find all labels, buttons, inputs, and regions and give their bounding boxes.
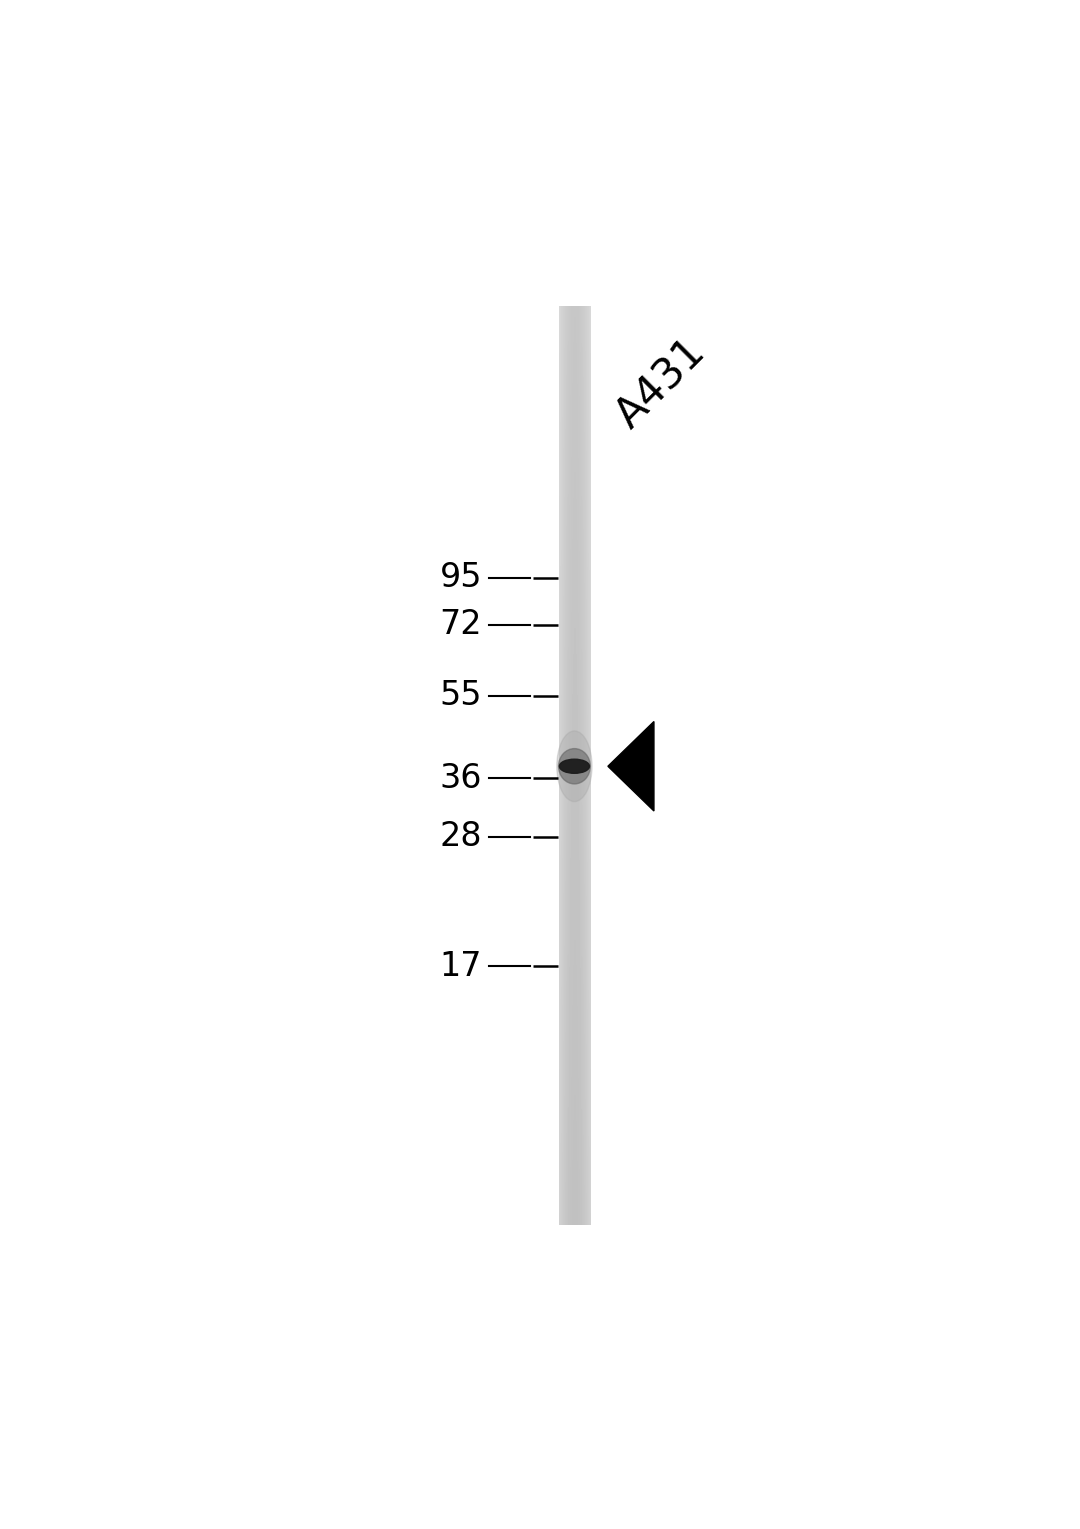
- Polygon shape: [608, 722, 653, 810]
- Text: 55: 55: [440, 679, 483, 713]
- Text: 95: 95: [440, 561, 483, 595]
- Text: 17: 17: [440, 950, 483, 983]
- Text: 28: 28: [440, 821, 483, 853]
- Ellipse shape: [557, 731, 592, 801]
- Text: 36: 36: [440, 761, 483, 795]
- Text: 72: 72: [440, 609, 483, 642]
- Ellipse shape: [558, 749, 591, 784]
- Text: A431: A431: [608, 330, 714, 437]
- Ellipse shape: [559, 760, 590, 774]
